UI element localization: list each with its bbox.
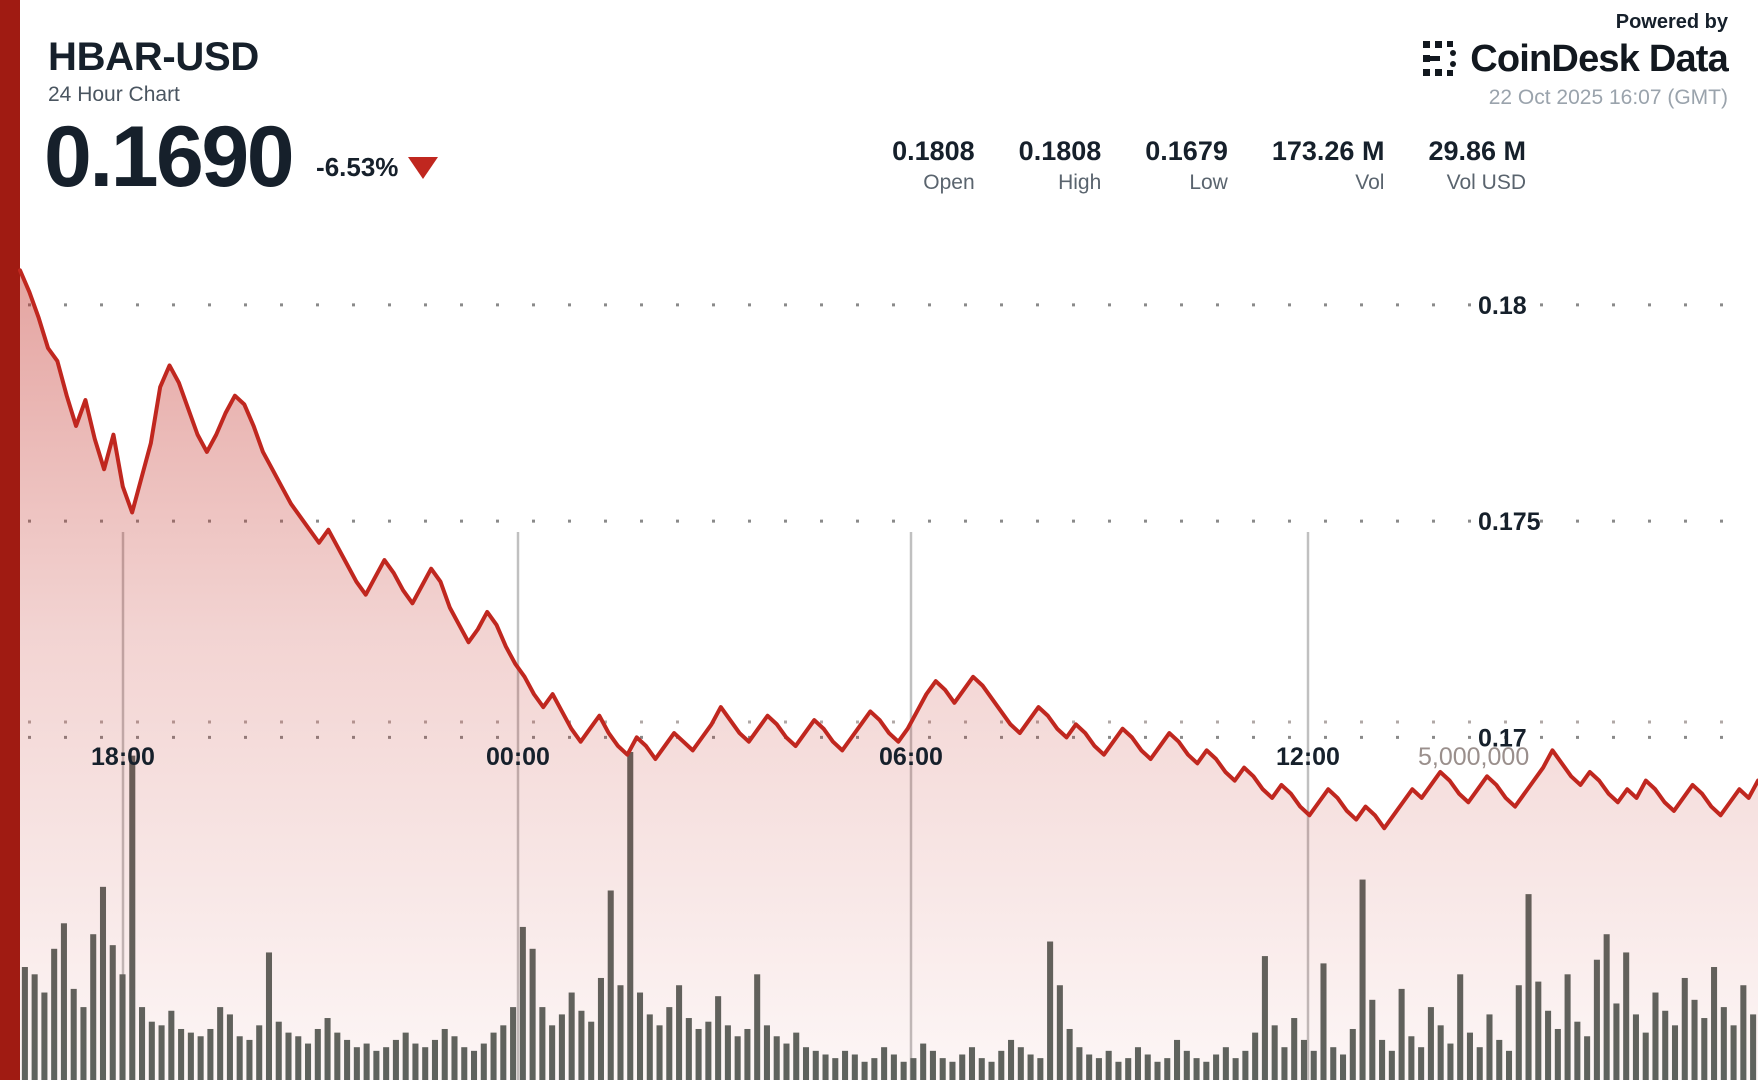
price-area-fill [20, 270, 1758, 1080]
svg-text:5,000,000: 5,000,000 [1418, 743, 1529, 771]
price-change-group: -6.53% [316, 152, 439, 197]
stat-vol-value: 173.26 M [1271, 136, 1385, 166]
ticker-block: HBAR-USD 24 Hour Chart [48, 36, 259, 106]
stat-vol: 173.26 M Vol [1228, 136, 1385, 196]
coindesk-logo-text: CoinDesk Data [1470, 38, 1729, 80]
chart-subtitle: 24 Hour Chart [48, 83, 180, 106]
chart-plot-area[interactable]: 0.18 0.175 0.17 18:00 00:00 06:00 12:00 5,000,0… [0, 232, 1758, 1080]
svg-text:12:00: 12:00 [1276, 743, 1340, 771]
stat-low: 0.1679 Low [1101, 136, 1228, 196]
stat-high: 0.1808 High [975, 136, 1102, 196]
svg-text:0.18: 0.18 [1478, 292, 1527, 320]
current-price-row: 0.1690 -6.53% [44, 109, 439, 205]
market-stats: 0.1808 Open 0.1808 High 0.1679 Low 173.2… [848, 136, 1526, 196]
svg-text:00:00: 00:00 [486, 743, 550, 771]
price-line [18, 268, 1758, 831]
data-timestamp: 22 Oct 2025 16:07 (GMT) [1488, 86, 1728, 109]
stat-open: 0.1808 Open [848, 136, 975, 196]
stat-vol-usd-value: 29.86 M [1428, 136, 1526, 166]
svg-text:0.175: 0.175 [1478, 508, 1541, 536]
price-volume-chart[interactable]: 0.18 0.175 0.17 18:00 00:00 06:00 12:00 5,000,0… [0, 232, 1758, 1080]
stat-high-label: High [1058, 171, 1102, 195]
coindesk-logo[interactable]: CoinDesk Data [1208, 38, 1729, 80]
svg-text:18:00: 18:00 [91, 743, 155, 771]
branding-block: Powered by CoinDesk Data 22 Oct 2025 16:… [1208, 10, 1729, 110]
current-price: 0.1690 [44, 109, 295, 205]
svg-text:0.17: 0.17 [1478, 724, 1527, 752]
coindesk-bracket-icon [1423, 41, 1457, 76]
stat-low-value: 0.1679 [1145, 136, 1228, 166]
price-change-percent: -6.53% [316, 152, 399, 183]
stat-low-label: Low [1189, 171, 1228, 195]
chart-header: HBAR-USD 24 Hour Chart 0.1690 -6.53% 0.1… [0, 0, 1758, 232]
stat-open-label: Open [923, 171, 975, 195]
stat-vol-label: Vol [1355, 171, 1385, 195]
axis-labels: 0.18 0.175 0.17 18:00 00:00 06:00 12:00 5,000,0… [91, 292, 1541, 771]
stat-open-value: 0.1808 [892, 136, 975, 166]
arrow-down-icon [408, 156, 439, 179]
stat-high-value: 0.1808 [1018, 136, 1102, 166]
left-accent-bar [0, 0, 20, 1080]
ticker-symbol: HBAR-USD [48, 35, 259, 79]
powered-by-label: Powered by [1615, 11, 1728, 33]
svg-text:06:00: 06:00 [879, 743, 943, 771]
stat-vol-usd: 29.86 M Vol USD [1384, 136, 1526, 196]
stat-vol-usd-label: Vol USD [1446, 171, 1526, 195]
